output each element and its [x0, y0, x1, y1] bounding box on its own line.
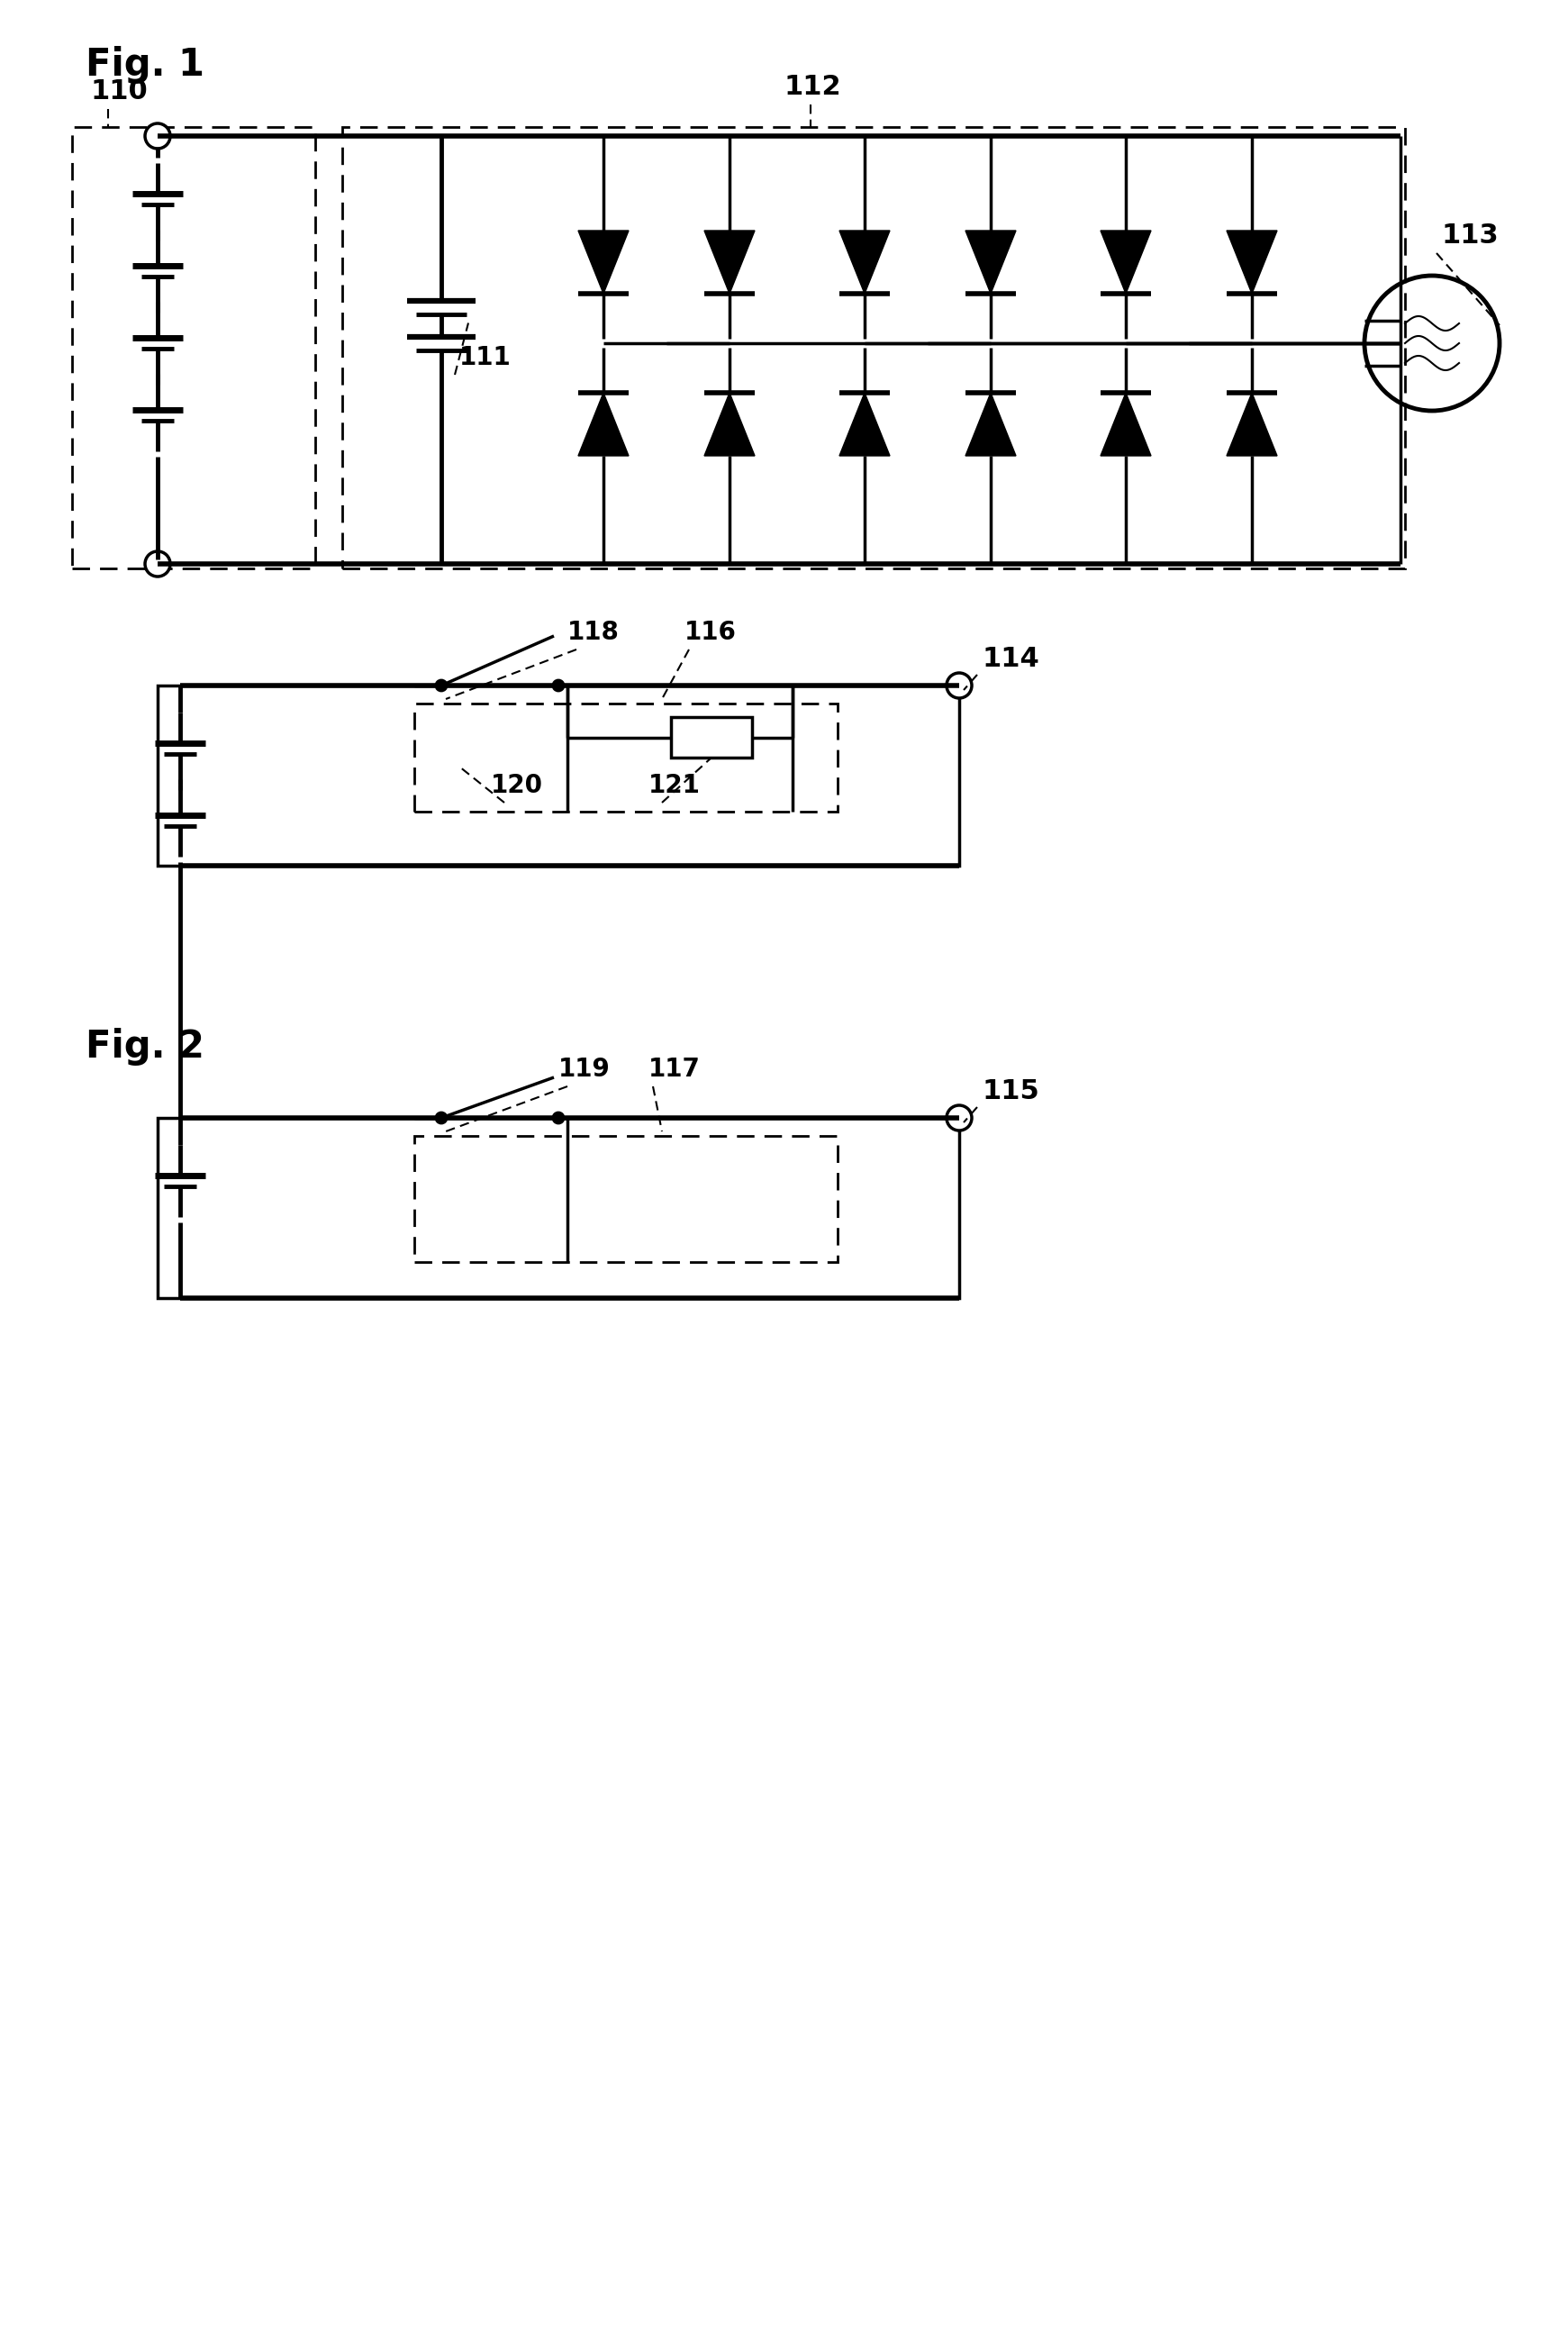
Circle shape: [436, 681, 447, 691]
Circle shape: [144, 123, 171, 149]
Bar: [158, 686, 960, 865]
Text: Fig. 1: Fig. 1: [86, 47, 204, 84]
Text: 114: 114: [982, 646, 1040, 672]
Polygon shape: [1101, 393, 1151, 456]
Text: 112: 112: [784, 74, 840, 100]
Text: Fig. 2: Fig. 2: [86, 1028, 204, 1065]
Bar: [72, 128, 315, 567]
Polygon shape: [1226, 230, 1276, 293]
Text: 118: 118: [568, 621, 619, 644]
Text: 115: 115: [982, 1079, 1040, 1104]
Text: 117: 117: [649, 1056, 701, 1081]
Text: 111: 111: [459, 344, 511, 370]
Text: 110: 110: [89, 79, 147, 105]
Circle shape: [436, 1111, 447, 1123]
Text: 119: 119: [558, 1056, 610, 1081]
Text: 116: 116: [685, 621, 737, 644]
Polygon shape: [839, 393, 889, 456]
Polygon shape: [704, 230, 754, 293]
Polygon shape: [1226, 393, 1276, 456]
Polygon shape: [966, 393, 1016, 456]
Text: 120: 120: [491, 772, 543, 797]
Polygon shape: [1101, 230, 1151, 293]
Circle shape: [144, 551, 171, 577]
Polygon shape: [579, 393, 629, 456]
Polygon shape: [839, 230, 889, 293]
Polygon shape: [704, 393, 754, 456]
Circle shape: [947, 672, 972, 698]
Circle shape: [947, 1104, 972, 1130]
Polygon shape: [579, 230, 629, 293]
Bar: [342, 128, 1405, 567]
Bar: [414, 704, 837, 811]
Bar: [158, 1118, 960, 1297]
Circle shape: [554, 1111, 564, 1123]
Bar: [414, 1137, 837, 1262]
Text: 113: 113: [1441, 223, 1499, 249]
Text: 121: 121: [649, 772, 701, 797]
Polygon shape: [966, 230, 1016, 293]
Bar: [671, 716, 753, 758]
Circle shape: [554, 681, 564, 691]
